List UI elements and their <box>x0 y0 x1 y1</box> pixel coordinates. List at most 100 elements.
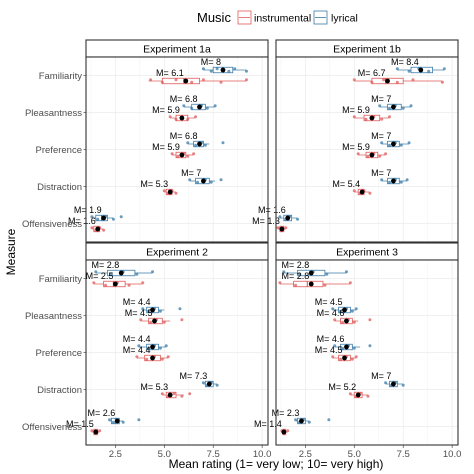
point-experiment-2-preference-instrumental <box>135 355 139 359</box>
mean-dot-experiment-1b-distraction-instrumental <box>359 189 365 195</box>
point-experiment-2-offensiveness-lyrical <box>111 420 115 424</box>
y-tick-label-offensiveness: Offensiveness <box>22 219 82 230</box>
point-experiment-3-distraction-lyrical <box>384 381 388 385</box>
mean-dot-experiment-2-pleasantness-instrumental <box>152 318 157 324</box>
point-experiment-1b-familiarity-instrumental <box>382 78 386 82</box>
y-tick-label-familiarity: Familiarity <box>39 71 83 82</box>
point-experiment-2-familiarity-instrumental <box>104 283 108 287</box>
legend-title: Music <box>197 10 231 25</box>
point-experiment-3-pleasantness-lyrical <box>350 309 354 313</box>
point-experiment-1b-familiarity-lyrical <box>395 67 399 71</box>
point-experiment-1b-offensiveness-lyrical <box>296 217 300 221</box>
point-experiment-1a-familiarity-instrumental <box>149 78 153 82</box>
point-experiment-1b-familiarity-instrumental <box>395 80 399 84</box>
panel-experiment-3: Experiment 3M= 2.8M= 2.8M= 4.5M= 4.6M= 4… <box>254 242 459 446</box>
mean-dot-experiment-1a-preference-instrumental <box>179 152 185 158</box>
point-experiment-1a-familiarity-instrumental <box>160 80 164 84</box>
x-tick-label-experiment-3: 5.0 <box>348 449 361 460</box>
mean-label-experiment-2-pleasantness-instrumental: M= 4.5 <box>125 308 153 318</box>
x-axis-title: Mean rating (1= very low; 10= very high) <box>169 457 384 471</box>
point-experiment-1b-preference-lyrical <box>380 141 384 145</box>
point-experiment-1a-pleasantness-lyrical <box>213 104 217 108</box>
point-experiment-1a-familiarity-lyrical <box>244 69 248 73</box>
point-experiment-3-pleasantness-lyrical <box>354 307 358 311</box>
mean-dot-experiment-1b-familiarity-instrumental <box>385 78 390 84</box>
point-experiment-1b-distraction-lyrical <box>405 178 409 182</box>
point-experiment-1a-pleasantness-instrumental <box>168 115 172 119</box>
y-tick-label-pleasantness: Pleasantness <box>25 311 82 322</box>
mean-label-experiment-3-offensiveness-lyrical: M= 2.3 <box>272 408 300 418</box>
mean-label-experiment-2-pleasantness-lyrical: M= 4.4 <box>123 297 151 307</box>
mean-dot-experiment-1a-pleasantness-instrumental <box>179 115 185 121</box>
point-experiment-3-pleasantness-instrumental <box>368 318 372 322</box>
point-experiment-1b-preference-instrumental <box>384 152 388 156</box>
mean-label-experiment-3-distraction-instrumental: M= 5.2 <box>328 382 356 392</box>
mean-label-experiment-2-distraction-lyrical: M= 7.3 <box>180 371 208 381</box>
point-experiment-3-preference-lyrical <box>368 344 372 348</box>
point-experiment-3-familiarity-lyrical <box>325 272 329 276</box>
mean-label-experiment-2-preference-lyrical: M= 4.4 <box>123 334 151 344</box>
y-tick-label-preference: Preference <box>36 348 82 359</box>
point-experiment-1a-pleasantness-instrumental <box>186 117 190 121</box>
point-experiment-1b-distraction-lyrical <box>380 178 384 182</box>
mean-label-experiment-3-distraction-lyrical: M= 7 <box>371 371 391 381</box>
point-experiment-1a-preference-lyrical <box>203 143 207 147</box>
mean-label-experiment-1b-preference-instrumental: M= 5.9 <box>342 142 370 152</box>
mean-label-experiment-1a-familiarity-lyrical: M= 8 <box>201 57 221 67</box>
point-experiment-3-offensiveness-instrumental <box>286 429 290 433</box>
point-experiment-1a-familiarity-lyrical <box>227 69 231 73</box>
point-experiment-3-familiarity-lyrical <box>344 270 348 274</box>
point-experiment-1b-preference-instrumental <box>366 154 370 158</box>
x-tick-label-experiment-3: 2.5 <box>299 449 312 460</box>
mean-label-experiment-1b-pleasantness-instrumental: M= 5.9 <box>342 105 370 115</box>
mean-dot-experiment-1b-pleasantness-instrumental <box>369 115 375 121</box>
mean-label-experiment-2-offensiveness-instrumental: M= 1.5 <box>66 419 94 429</box>
mean-dot-experiment-1a-familiarity-instrumental <box>183 78 189 84</box>
point-experiment-2-pleasantness-lyrical <box>147 309 151 313</box>
point-experiment-2-offensiveness-instrumental <box>98 429 102 433</box>
point-experiment-1a-preference-instrumental <box>186 154 190 158</box>
point-experiment-3-offensiveness-lyrical <box>307 420 311 424</box>
x-tick-label-experiment-2: 10.0 <box>253 449 272 460</box>
point-experiment-1a-pleasantness-lyrical <box>190 106 194 110</box>
mean-dot-experiment-2-distraction-lyrical <box>206 381 212 387</box>
point-experiment-1b-distraction-instrumental <box>352 189 356 193</box>
mean-dot-experiment-2-preference-instrumental <box>150 355 155 361</box>
legend-label-lyrical: lyrical <box>331 13 358 25</box>
point-experiment-2-preference-instrumental <box>145 357 149 361</box>
point-experiment-1b-pleasantness-lyrical <box>388 106 392 110</box>
point-experiment-1b-pleasantness-instrumental <box>388 115 392 119</box>
panel-experiment-1a: Experiment 1aM= 8M= 6.1M= 6.8M= 5.9M= 6.… <box>68 39 269 243</box>
y-tick-label-distraction: Distraction <box>37 182 82 193</box>
x-tick-label-experiment-2: 5.0 <box>158 449 171 460</box>
point-experiment-2-offensiveness-instrumental <box>90 429 94 433</box>
point-experiment-3-familiarity-instrumental <box>348 281 352 285</box>
mean-dot-experiment-1a-offensiveness-lyrical <box>101 215 107 221</box>
point-experiment-1b-familiarity-lyrical <box>427 69 431 73</box>
mean-label-experiment-1a-distraction-instrumental: M= 5.3 <box>140 179 168 189</box>
point-experiment-2-familiarity-lyrical <box>109 272 113 276</box>
mean-label-experiment-1b-pleasantness-lyrical: M= 7 <box>371 94 391 104</box>
y-tick-label-offensiveness: Offensiveness <box>22 422 82 433</box>
mean-dot-experiment-3-pleasantness-instrumental <box>344 318 349 324</box>
point-experiment-1a-distraction-lyrical <box>188 178 192 182</box>
point-experiment-3-pleasantness-instrumental <box>341 320 345 324</box>
mean-label-experiment-3-preference-lyrical: M= 4.6 <box>317 334 345 344</box>
point-experiment-1b-preference-instrumental <box>378 154 382 158</box>
point-experiment-3-pleasantness-instrumental <box>352 320 356 324</box>
point-experiment-1a-familiarity-instrumental <box>244 78 248 82</box>
mean-dot-experiment-1a-preference-lyrical <box>197 141 202 147</box>
point-experiment-1a-pleasantness-lyrical <box>182 104 186 108</box>
panel-title-experiment-2: Experiment 2 <box>146 247 208 259</box>
mean-label-experiment-1a-distraction-lyrical: M= 7 <box>181 168 201 178</box>
point-experiment-3-offensiveness-lyrical <box>327 418 331 422</box>
point-experiment-1a-offensiveness-lyrical <box>96 217 100 221</box>
mean-label-experiment-1a-preference-lyrical: M= 6.8 <box>170 131 198 141</box>
point-experiment-1b-pleasantness-lyrical <box>401 106 405 110</box>
box-experiment-3-familiarity-instrumental <box>293 280 324 288</box>
point-experiment-1b-preference-lyrical <box>388 143 392 147</box>
mean-dot-experiment-1b-preference-instrumental <box>369 152 375 158</box>
x-tick-label-experiment-3: 10.0 <box>443 449 462 460</box>
point-experiment-3-preference-instrumental <box>331 355 335 359</box>
mean-label-experiment-3-pleasantness-instrumental: M= 4.6 <box>317 308 345 318</box>
